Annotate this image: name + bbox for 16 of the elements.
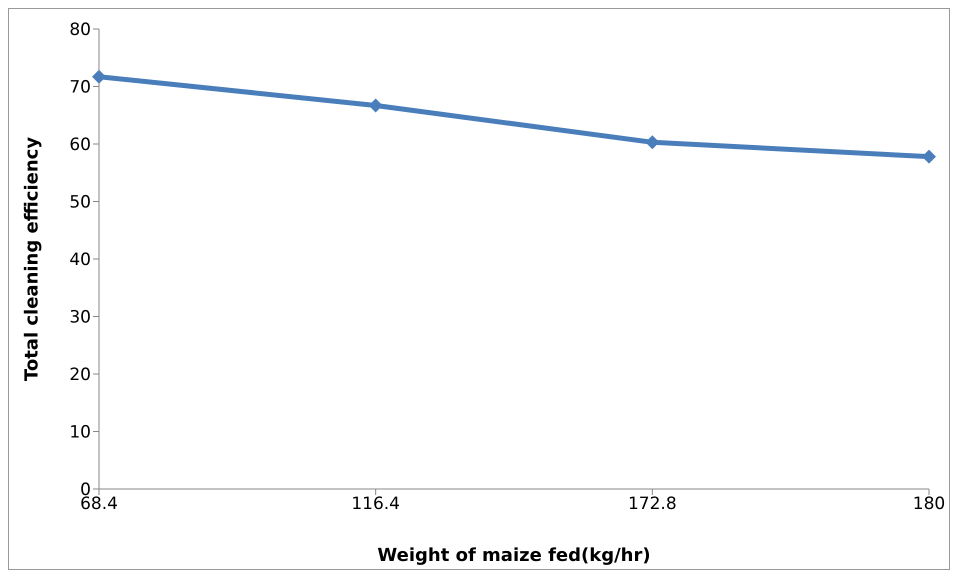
point	[92, 70, 106, 84]
y-tick-label: 70	[69, 78, 91, 98]
x-tick-label: 116.4	[351, 494, 400, 514]
y-tick-label: 10	[69, 422, 91, 443]
y-tick-label: 50	[69, 192, 91, 213]
y-axis-title: Total cleaning efficiency	[21, 136, 42, 382]
x-axis-title: Weight of maize fed(kg/hr)	[377, 545, 651, 566]
y-tick-label: 80	[69, 20, 91, 40]
y-tick-label: 20	[69, 365, 91, 386]
y-tick-label: 40	[69, 250, 91, 270]
point	[922, 150, 936, 164]
point	[368, 98, 383, 112]
x-tick-label: 180	[912, 494, 946, 514]
x-tick-label: 172.8	[628, 494, 677, 514]
y-tick-label: 30	[69, 308, 91, 328]
y-tick-label: 60	[69, 135, 91, 156]
